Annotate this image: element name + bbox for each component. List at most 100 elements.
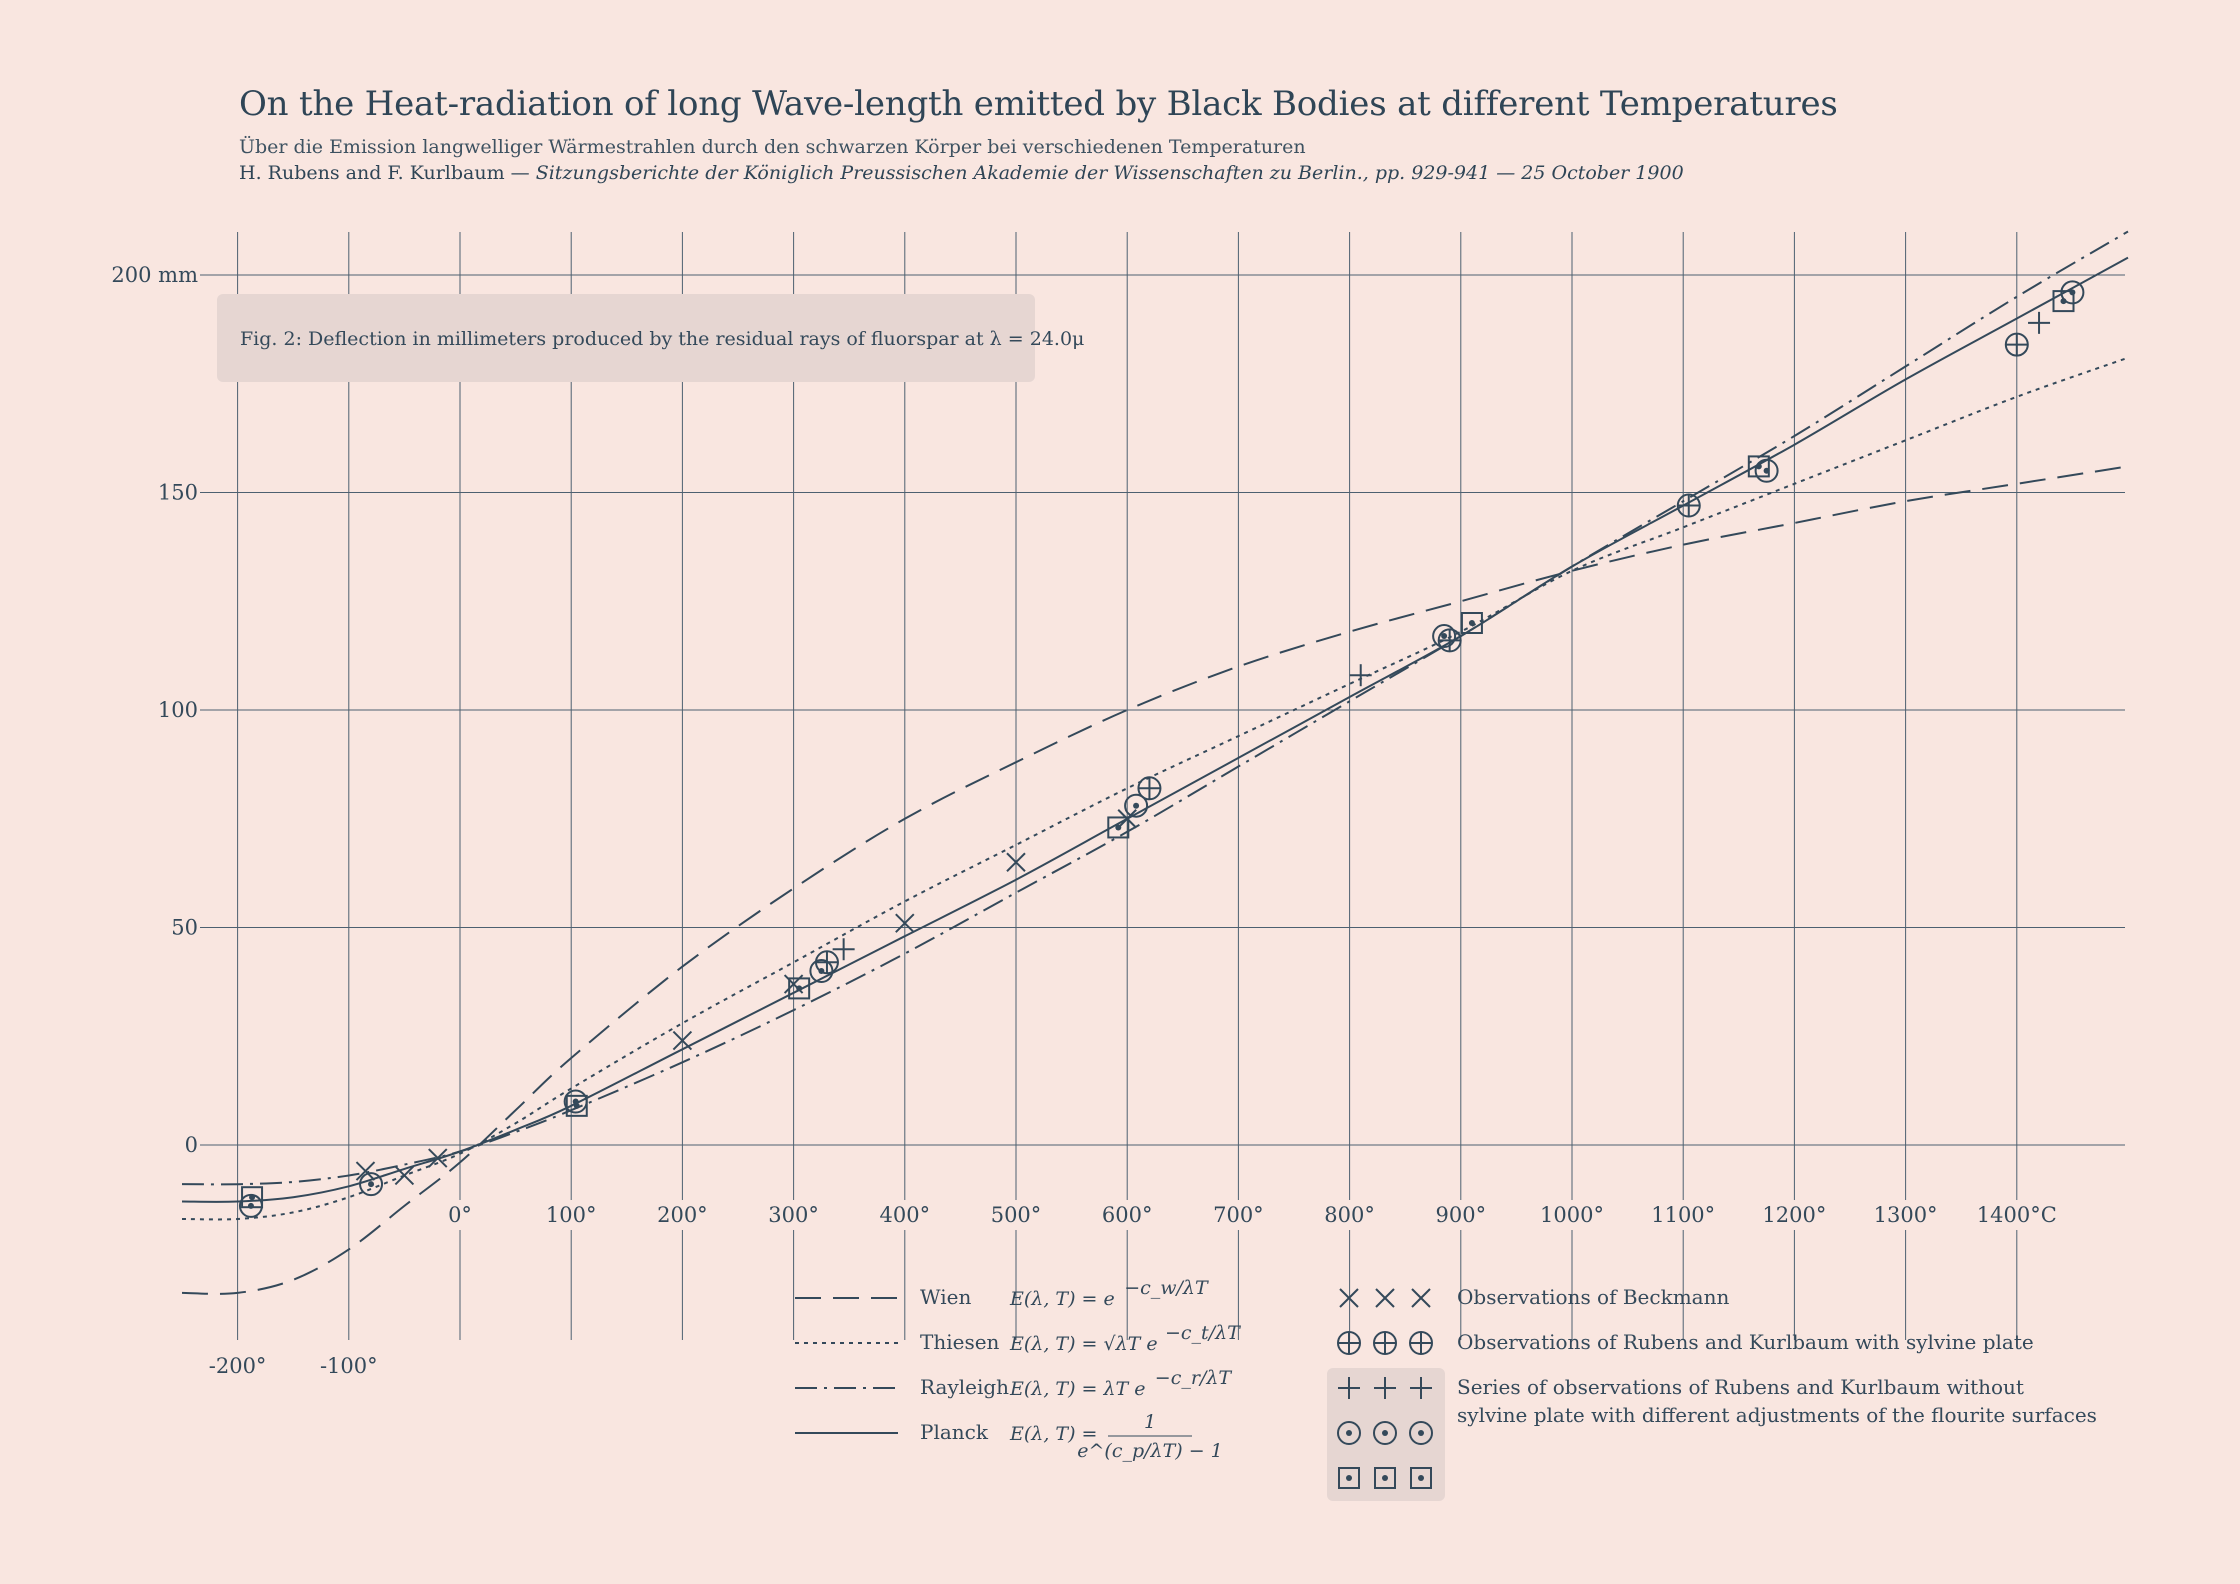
citation-dash: — [504, 162, 536, 184]
x-tick-label: 100° [546, 1203, 597, 1227]
legend-marker-x [1375, 1288, 1395, 1308]
legend-formula-exponent: −c_w/λT [1124, 1277, 1209, 1299]
legend-label: Thiesen [920, 1330, 1000, 1354]
caption: Fig. 2: Deflection in millimeters produc… [240, 328, 1084, 350]
y-tick-label: 0 [185, 1133, 198, 1157]
tick-labels: 0 50 100 150 200 mm -200° -100° 0° 100° 200° 300° 4… [111, 263, 2057, 1381]
data-point-square-dot [2052, 290, 2075, 313]
legend: Wien E(λ, T) = e −c_w/λT Thiesen E(λ, T) = √… [795, 1277, 2097, 1501]
legend-marker-label: Observations of Rubens and Kurlbaum with… [1457, 1330, 2034, 1354]
data-point-square-dot [1460, 612, 1483, 634]
legend-marker-plus [1374, 1377, 1396, 1399]
legend-formula-denominator: e^(c_p/λT) − 1 [1077, 1440, 1223, 1462]
legend-marker-label: Observations of Beckmann [1457, 1285, 1729, 1309]
data-point-circle-dot [1754, 458, 1779, 483]
legend-marker-label: Series of observations of Rubens and Kur… [1457, 1375, 2024, 1399]
legend-marker-square-dot [1338, 1467, 1360, 1489]
x-tick-label-bg [1426, 1200, 1495, 1230]
data-point-plus [2028, 311, 2051, 334]
x-tick-label-bg [982, 1200, 1050, 1230]
x-tick-label: 800° [1324, 1203, 1375, 1227]
data-point-square-dot [1747, 455, 1770, 478]
data-point-circle-dot [1432, 624, 1457, 649]
legend-formula-exponent: −c_t/λT [1165, 1322, 1241, 1344]
curve-wien [181, 465, 2129, 1295]
x-tick-label: 0° [448, 1203, 472, 1227]
legend-label: Wien [920, 1285, 971, 1309]
legend-formula: E(λ, T) = [1009, 1423, 1097, 1445]
x-tick-label-bg [759, 1200, 828, 1230]
data-point-circle-dot [1124, 793, 1149, 818]
legend-marker-circle-dot [1373, 1421, 1397, 1445]
legend-formula: E(λ, T) = √λT e [1009, 1333, 1158, 1355]
model-curves [181, 230, 2129, 1295]
x-tick-label-bg [426, 1200, 494, 1230]
legend-marker-x [1411, 1288, 1431, 1308]
data-point-circle-plus [1137, 776, 1162, 801]
data-point-plus [832, 938, 855, 961]
legend-formula-numerator: 1 [1144, 1411, 1156, 1433]
y-tick-label: 150 [158, 481, 198, 505]
legend-label: Rayleigh [920, 1375, 1009, 1399]
x-tick-label: 1100° [1651, 1203, 1715, 1227]
legend-marker-label-line2: sylvine plate with different adjustments… [1457, 1403, 2097, 1427]
x-tick-label: 600° [1102, 1203, 1153, 1227]
legend-marker-square-dot [1410, 1467, 1432, 1489]
data-point-x [428, 1148, 448, 1168]
x-tick-label: 200° [657, 1203, 708, 1227]
y-tick-label: 100 [158, 698, 198, 722]
legend-marker-plus [1410, 1377, 1432, 1399]
x-tick-label-bg [1871, 1200, 1940, 1230]
data-point-x [1006, 852, 1026, 872]
x-tick-label-bg [203, 1351, 272, 1381]
data-point-circle-plus [1676, 493, 1701, 518]
x-tick-label: 700° [1213, 1203, 1264, 1227]
x-tick-label-bg [314, 1351, 383, 1381]
data-point-plus [1349, 664, 1372, 687]
legend-marker-plus [1338, 1377, 1360, 1399]
x-tick-label-bg [1315, 1200, 1384, 1230]
y-tick-label: 50 [171, 916, 198, 940]
x-tick-label: 900° [1436, 1203, 1487, 1227]
legend-marker-square-dot [1374, 1467, 1396, 1489]
data-point-circle-dot [809, 959, 834, 983]
x-tick-label-bg [1982, 1200, 2051, 1230]
curve-thiesen [181, 356, 2129, 1221]
citation: H. Rubens and F. Kurlbaum — Sitzungsberi… [239, 162, 1684, 184]
data-point-square-dot [1107, 816, 1130, 839]
x-tick-label: 1400°C [1977, 1203, 2057, 1227]
x-tick-label-bg [537, 1200, 606, 1230]
legend-formula: E(λ, T) = λT e [1009, 1378, 1146, 1400]
data-point-x [895, 913, 915, 933]
x-tick-label: 500° [991, 1203, 1042, 1227]
data-point-x [394, 1165, 415, 1186]
x-tick-label: 1300° [1874, 1203, 1938, 1227]
x-tick-label: -100° [320, 1354, 378, 1378]
x-tick-label: 300° [768, 1203, 819, 1227]
data-point-square-dot [565, 1094, 588, 1117]
x-tick-label-bg [1760, 1200, 1829, 1230]
x-tick-label-bg [1538, 1200, 1606, 1230]
legend-marker-circle-plus [1373, 1331, 1397, 1355]
data-point-x [672, 1030, 693, 1051]
caption-box [217, 294, 1035, 382]
observation-points [238, 280, 2085, 1218]
legend-marker-circle-plus [1409, 1331, 1433, 1355]
data-point-x [355, 1161, 376, 1181]
x-tick-label: 1000° [1540, 1203, 1604, 1227]
legend-marker-circle-plus [1337, 1331, 1361, 1355]
legend-formula: E(λ, T) = e [1009, 1288, 1115, 1310]
x-tick-label: 1200° [1762, 1203, 1826, 1227]
data-point-circle-dot [359, 1172, 384, 1197]
x-tick-label-bg [648, 1200, 717, 1230]
grid [200, 232, 2125, 1340]
authors: H. Rubens and F. Kurlbaum [239, 162, 505, 184]
x-tick-label-bg [1093, 1200, 1162, 1230]
data-point-x [1117, 809, 1137, 829]
legend-marker-circle-dot [1337, 1421, 1361, 1445]
y-tick-label: 200 mm [111, 263, 198, 287]
data-point-square-dot [788, 977, 811, 1000]
journal: Sitzungsberichte der Königlich Preussisc… [535, 162, 1684, 184]
x-tick-label: 400° [880, 1203, 931, 1227]
